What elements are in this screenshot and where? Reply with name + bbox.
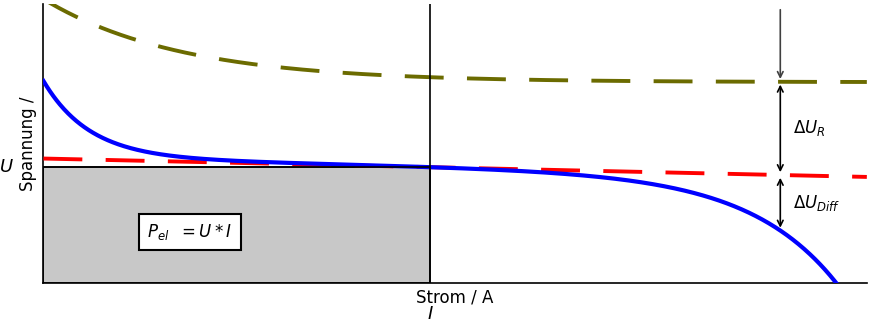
Text: $\Delta U_R$: $\Delta U_R$ [793, 118, 825, 138]
Bar [43, 167, 430, 283]
Text: $\Delta U_{Diff}$: $\Delta U_{Diff}$ [793, 193, 840, 213]
Text: $I$: $I$ [427, 305, 434, 323]
Text: $P_{el}$  $= U * I$: $P_{el}$ $= U * I$ [147, 222, 233, 242]
Y-axis label: Spannung /: Spannung / [19, 96, 37, 191]
X-axis label: Strom / A: Strom / A [416, 288, 493, 306]
Text: $U$: $U$ [0, 158, 14, 176]
